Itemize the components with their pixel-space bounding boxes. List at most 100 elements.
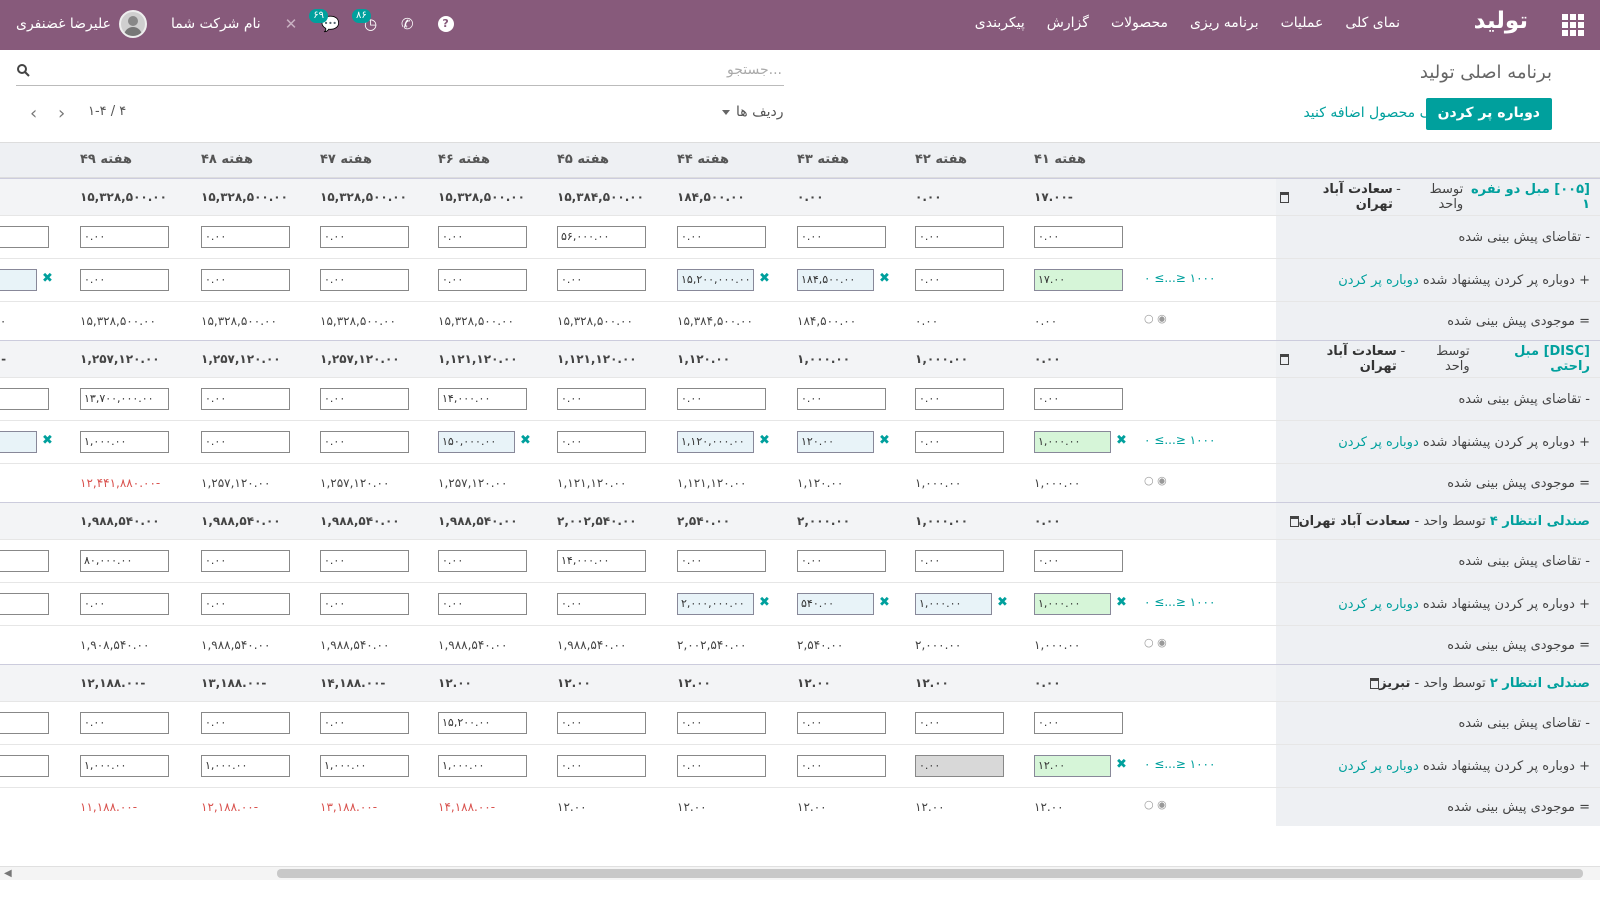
replenish-input[interactable]: ۰.۰۰ bbox=[320, 593, 409, 615]
reset-replenish-icon[interactable]: ✖ bbox=[1116, 757, 1127, 772]
debug-close-icon[interactable]: ✕ bbox=[284, 15, 298, 33]
demand-input[interactable]: ۰.۰۰ bbox=[438, 550, 527, 572]
safety-range-link[interactable]: ۰ ≤...≥ ۱۰۰۰ bbox=[1144, 433, 1216, 447]
demand-input[interactable]: ۱۵,۲۰۰.۰۰ bbox=[438, 712, 527, 734]
reset-replenish-icon[interactable]: ✖ bbox=[759, 271, 770, 286]
reset-replenish-icon[interactable]: ✖ bbox=[42, 271, 53, 286]
reset-replenish-icon[interactable]: ✖ bbox=[759, 595, 770, 610]
scrollbar-thumb[interactable] bbox=[277, 869, 1583, 878]
replenish-input[interactable]: ۰.۰۰ bbox=[557, 269, 646, 291]
replenish-button[interactable]: دوباره پر کردن bbox=[1425, 98, 1552, 130]
scroll-left-icon[interactable]: ◀ bbox=[4, 868, 12, 879]
replenish-input[interactable] bbox=[0, 755, 49, 777]
product-name[interactable]: [۰۰۵] مبل دو نفره ۱ bbox=[1471, 182, 1590, 212]
replenish-input[interactable]: ۰.۰۰ bbox=[201, 431, 290, 453]
rows-dropdown[interactable]: ردیف ها bbox=[722, 104, 783, 120]
product-name[interactable]: صندلی انتظار ۴ bbox=[1489, 513, 1590, 529]
replenish-input[interactable]: ۱۵,۲۰۰,۰۰۰.۰۰ bbox=[677, 269, 754, 291]
replenish-input[interactable]: ۰.۰۰ bbox=[915, 431, 1004, 453]
demand-input[interactable]: ۱۳,۷۰۰,۰۰۰.۰۰ bbox=[80, 388, 169, 410]
demand-input[interactable] bbox=[0, 388, 49, 410]
phone-icon[interactable]: ✆ bbox=[401, 15, 414, 33]
demand-input[interactable]: ۰.۰۰ bbox=[677, 550, 766, 572]
demand-input[interactable]: ۰.۰۰ bbox=[80, 226, 169, 248]
apps-menu-icon[interactable] bbox=[1562, 14, 1584, 36]
reset-replenish-icon[interactable]: ✖ bbox=[879, 433, 890, 448]
reset-replenish-icon[interactable]: ✖ bbox=[520, 433, 531, 448]
replenish-input[interactable]: ۰۰ bbox=[0, 269, 37, 291]
trash-icon[interactable] bbox=[1289, 515, 1299, 527]
help-icon[interactable]: ? bbox=[437, 16, 454, 32]
replenish-input[interactable]: ۰.۰۰ bbox=[797, 755, 886, 777]
demand-input[interactable]: ۰.۰۰ bbox=[320, 712, 409, 734]
demand-input[interactable]: ۰.۰۰ bbox=[320, 550, 409, 572]
replenish-input[interactable]: ۰.۰۰ bbox=[557, 431, 646, 453]
replenish-input[interactable]: ۰.۰۰ bbox=[438, 269, 527, 291]
search-icon[interactable] bbox=[16, 63, 30, 77]
replenish-input[interactable]: ۰.۰۰ bbox=[677, 755, 766, 777]
app-brand[interactable]: تولید bbox=[1473, 8, 1528, 34]
demand-input[interactable]: ۰.۰۰ bbox=[677, 712, 766, 734]
demand-input[interactable]: ۰.۰۰ bbox=[80, 712, 169, 734]
demand-input[interactable]: ۰.۰۰ bbox=[201, 550, 290, 572]
demand-input[interactable]: ۰.۰۰ bbox=[797, 550, 886, 572]
replenish-input[interactable]: ۰.۰۰ bbox=[201, 269, 290, 291]
pager-value[interactable]: ۱-۴ / ۴ bbox=[88, 104, 127, 119]
messages-icon[interactable]: 💬 ۶۹ bbox=[309, 9, 340, 33]
replenish-input[interactable]: ۱,۰۰۰.۰۰ bbox=[1034, 431, 1111, 453]
demand-input[interactable]: ۰.۰۰ bbox=[797, 226, 886, 248]
menu-overview[interactable]: نمای کلی bbox=[1345, 15, 1400, 31]
pager-next-icon[interactable]: › bbox=[58, 103, 66, 124]
menu-configuration[interactable]: پیکربندی bbox=[974, 15, 1025, 31]
demand-input[interactable]: ۸۰,۰۰۰.۰۰ bbox=[80, 550, 169, 572]
safety-range-link[interactable]: ۰ ≤...≥ ۱۰۰۰ bbox=[1144, 271, 1216, 285]
replenish-input[interactable] bbox=[0, 593, 49, 615]
safety-range-link[interactable]: ۰ ≤...≥ ۱۰۰۰ bbox=[1144, 757, 1216, 771]
reset-replenish-icon[interactable]: ✖ bbox=[879, 595, 890, 610]
menu-operations[interactable]: عملیات bbox=[1280, 15, 1324, 31]
replenish-input[interactable]: ۰.۰۰ bbox=[320, 269, 409, 291]
search-input[interactable]: جستجو... bbox=[16, 60, 784, 86]
replenish-input[interactable]: ۱,۰۰۰.۰۰ bbox=[915, 593, 992, 615]
replenish-input[interactable]: ۰.۰۰ bbox=[557, 593, 646, 615]
reset-replenish-icon[interactable]: ✖ bbox=[997, 595, 1008, 610]
replenish-input[interactable]: ۲,۰۰۰,۰۰۰.۰۰ bbox=[677, 593, 754, 615]
demand-input[interactable]: ۰.۰۰ bbox=[320, 226, 409, 248]
demand-input[interactable]: ۰.۰۰ bbox=[1034, 712, 1123, 734]
replenish-row-link[interactable]: دوباره پر کردن bbox=[1338, 596, 1419, 612]
reset-replenish-icon[interactable]: ✖ bbox=[42, 433, 53, 448]
replenish-input[interactable]: ۱۲.۰۰ bbox=[1034, 755, 1111, 777]
pager-prev-icon[interactable]: ‹ bbox=[30, 103, 38, 124]
replenish-input[interactable]: ۱,۰۰۰.۰۰ bbox=[1034, 593, 1111, 615]
replenish-input[interactable]: ۱۷.۰۰ bbox=[1034, 269, 1123, 291]
product-name[interactable]: [DISC] مبل راحتی bbox=[1514, 344, 1590, 374]
replenish-input[interactable]: ۱,۱۲۰,۰۰۰.۰۰ bbox=[677, 431, 754, 453]
demand-input[interactable]: ۰.۰۰ bbox=[1034, 388, 1123, 410]
replenish-input[interactable]: ۰.۰۰ bbox=[320, 431, 409, 453]
demand-input[interactable]: ۰.۰۰ bbox=[677, 388, 766, 410]
reset-replenish-icon[interactable]: ✖ bbox=[759, 433, 770, 448]
demand-input[interactable] bbox=[0, 550, 49, 572]
replenish-input[interactable]: ۱,۰۰۰.۰۰ bbox=[80, 755, 169, 777]
demand-input[interactable]: ۰.۰۰ bbox=[1034, 226, 1123, 248]
safety-range-link[interactable]: ۰ ≤...≥ ۱۰۰۰ bbox=[1144, 595, 1216, 609]
replenish-input[interactable]: ۵۴۰.۰۰ bbox=[797, 593, 874, 615]
demand-input[interactable]: ۰.۰۰ bbox=[201, 712, 290, 734]
add-product-button[interactable]: یک محصول اضافه کنید bbox=[1303, 105, 1436, 121]
user-menu[interactable]: علیرضا غضنفری bbox=[16, 10, 147, 38]
demand-input[interactable]: ۰.۰۰ bbox=[557, 388, 646, 410]
horizontal-scrollbar[interactable]: ◀ bbox=[0, 866, 1600, 880]
demand-input[interactable] bbox=[0, 226, 49, 248]
replenish-input[interactable] bbox=[0, 431, 37, 453]
trash-icon[interactable] bbox=[1280, 191, 1289, 203]
demand-input[interactable]: ۰.۰۰ bbox=[797, 712, 886, 734]
demand-input[interactable] bbox=[0, 712, 49, 734]
demand-input[interactable]: ۰.۰۰ bbox=[797, 388, 886, 410]
demand-input[interactable]: ۰.۰۰ bbox=[201, 226, 290, 248]
replenish-input[interactable]: ۰.۰۰ bbox=[557, 755, 646, 777]
replenish-input[interactable]: ۱۵۰,۰۰۰.۰۰ bbox=[438, 431, 515, 453]
replenish-row-link[interactable]: دوباره پر کردن bbox=[1338, 434, 1419, 450]
demand-input[interactable]: ۵۶,۰۰۰.۰۰ bbox=[557, 226, 646, 248]
menu-products[interactable]: محصولات bbox=[1110, 15, 1169, 31]
demand-input[interactable]: ۰.۰۰ bbox=[677, 226, 766, 248]
